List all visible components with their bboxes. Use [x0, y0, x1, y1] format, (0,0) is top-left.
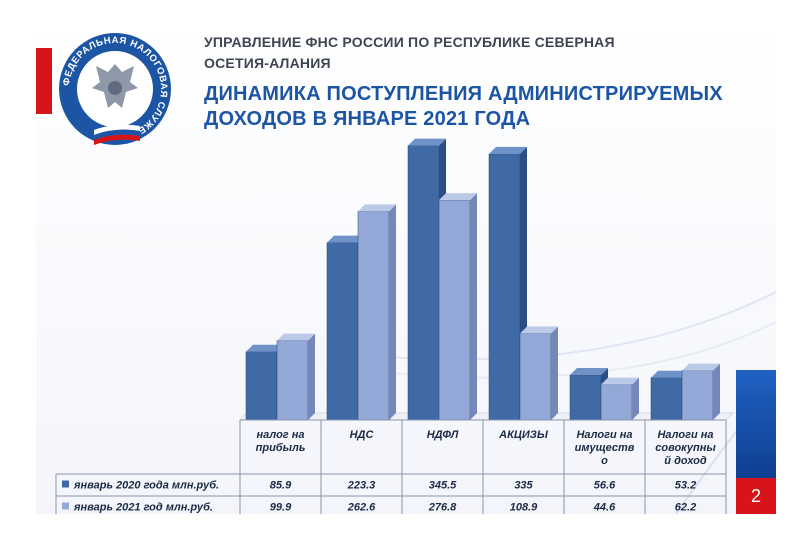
slide: ФЕДЕРАЛЬНАЯ НАЛОГОВАЯ СЛУЖБА УПРАВЛЕНИЕ … [36, 22, 776, 514]
bar-side [632, 377, 639, 420]
bar-2021-4 [600, 377, 639, 421]
slide-title: ДИНАМИКА ПОСТУПЛЕНИЯ АДМИНИСТРИРУЕМЫХ ДО… [204, 82, 744, 132]
bar-side [551, 326, 558, 420]
value-label-2021-0: 99.9 [270, 502, 292, 514]
bar-top [570, 368, 608, 376]
category-label-0: налог на прибыль [256, 429, 306, 454]
bar-2021-5 [681, 363, 720, 421]
bar-top [651, 370, 689, 378]
bar-front [569, 374, 602, 421]
bar-side [389, 204, 396, 420]
value-label-2020-4: 56.6 [594, 480, 616, 492]
legend-swatch-2021 [62, 502, 69, 510]
bar-top [601, 377, 639, 385]
bar-top [408, 138, 446, 146]
slide-title-line-1: ДИНАМИКА ПОСТУПЛЕНИЯ АДМИНИСТРИРУЕМЫХ [204, 83, 723, 105]
value-label-2020-2: 345.5 [429, 480, 457, 492]
bar-front [357, 211, 390, 421]
bar-front [407, 145, 440, 421]
fns-logo: ФЕДЕРАЛЬНАЯ НАЛОГОВАЯ СЛУЖБА [59, 33, 171, 145]
organization-line-1: УПРАВЛЕНИЕ ФНС РОССИИ ПО РЕСПУБЛИКЕ СЕВЕ… [204, 34, 615, 50]
value-label-2021-1: 262.6 [347, 502, 376, 514]
value-label-2020-3: 335 [514, 480, 533, 492]
bar-front [519, 333, 552, 421]
tricolor-flag-icon [94, 124, 140, 145]
category-label-line: НДФЛ [427, 429, 459, 441]
bar-front [438, 199, 471, 421]
bar-front [276, 340, 309, 421]
legend-label-2021: январь 2021 год млн.руб. [73, 502, 213, 514]
value-label-2020-1: 223.3 [347, 480, 376, 492]
category-label-3: АКЦИЗЫ [498, 429, 549, 441]
bar-top [520, 326, 558, 334]
bar-front [326, 242, 359, 421]
blue-accent-block [736, 370, 776, 478]
bar-top [439, 193, 477, 201]
category-label-line: НДС [350, 429, 375, 441]
bar-front [245, 351, 278, 421]
legend-swatch-2020 [62, 480, 69, 488]
value-label-2021-3: 108.9 [510, 502, 538, 514]
category-label-line: совокупны [655, 442, 716, 454]
value-label-2020-5: 53.2 [675, 480, 696, 492]
bar-2021-2 [438, 193, 477, 421]
bar-top [246, 344, 284, 352]
bar-front [488, 153, 521, 421]
category-label-line: прибыль [256, 442, 306, 454]
category-label-4: Налоги на имуществ о [575, 429, 635, 467]
bar-top [358, 204, 396, 212]
category-label-line: налог на [256, 429, 304, 441]
legend-label-2020: январь 2020 года млн.руб. [73, 480, 219, 492]
category-label-line: имуществ [575, 442, 635, 454]
category-label-line: АКЦИЗЫ [498, 429, 549, 441]
bar-2021-0 [276, 333, 315, 421]
bar-side [713, 363, 720, 420]
category-label-5: Налоги на совокупны й доход [655, 429, 716, 467]
bar-front [600, 384, 633, 421]
category-label-1: НДС [350, 429, 375, 441]
value-label-2021-4: 44.6 [593, 502, 616, 514]
category-label-line: Налоги на [576, 429, 632, 441]
organization-name: УПРАВЛЕНИЕ ФНС РОССИИ ПО РЕСПУБЛИКЕ СЕВЕ… [204, 32, 704, 74]
value-label-2021-5: 62.2 [675, 502, 696, 514]
bar-top [489, 146, 527, 154]
eagle-emblem-icon [92, 64, 138, 108]
bar-front [681, 370, 714, 421]
organization-line-2: ОСЕТИЯ-АЛАНИЯ [204, 55, 331, 71]
bar-top [682, 363, 720, 371]
bar-2021-1 [357, 204, 396, 421]
bar-2021-3 [519, 326, 558, 421]
category-label-line: о [601, 455, 608, 467]
red-accent-bar [36, 48, 52, 114]
category-label-line: Налоги на [657, 429, 713, 441]
value-label-2020-0: 85.9 [270, 480, 292, 492]
bar-side [308, 333, 315, 420]
bar-top [327, 235, 365, 243]
category-label-line: й доход [664, 455, 707, 467]
slide-number: 2 [736, 478, 776, 514]
bar-top [277, 333, 315, 341]
slide-title-line-2: ДОХОДОВ В ЯНВАРЕ 2021 ГОДА [204, 108, 531, 130]
category-label-2: НДФЛ [427, 429, 459, 441]
bar-front [650, 377, 683, 421]
value-label-2021-2: 276.8 [428, 502, 457, 514]
bar-side [470, 193, 477, 420]
